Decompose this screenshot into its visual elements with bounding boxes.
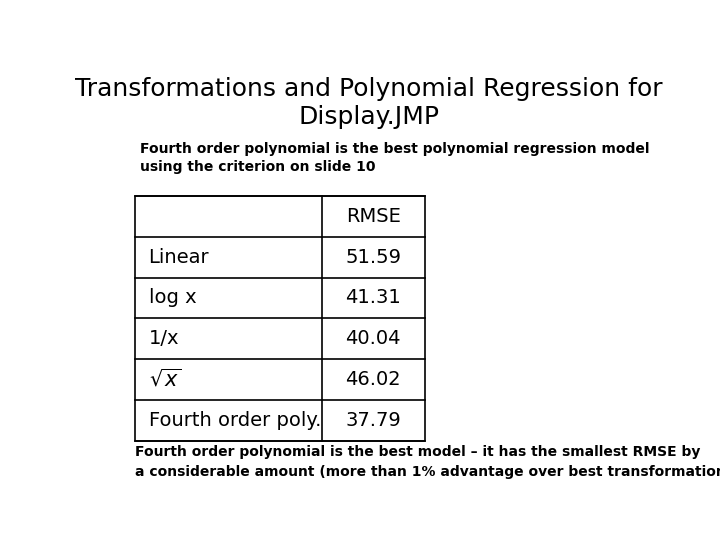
Text: 37.79: 37.79	[346, 411, 401, 430]
Text: 51.59: 51.59	[345, 248, 401, 267]
Text: log x: log x	[148, 288, 197, 307]
Text: Transformations and Polynomial Regression for
Display.JMP: Transformations and Polynomial Regressio…	[75, 77, 663, 129]
Text: Fourth order polynomial is the best model – it has the smallest RMSE by
a consid: Fourth order polynomial is the best mode…	[135, 446, 720, 479]
Text: $\sqrt{x}$: $\sqrt{x}$	[148, 369, 181, 391]
Text: RMSE: RMSE	[346, 207, 400, 226]
Text: Fourth order polynomial is the best polynomial regression model
using the criter: Fourth order polynomial is the best poly…	[140, 141, 649, 174]
Text: 46.02: 46.02	[346, 370, 401, 389]
Text: 1/x: 1/x	[148, 329, 179, 348]
Text: Fourth order poly.: Fourth order poly.	[148, 411, 321, 430]
Text: 41.31: 41.31	[346, 288, 401, 307]
Text: Linear: Linear	[148, 248, 210, 267]
Text: 40.04: 40.04	[346, 329, 401, 348]
